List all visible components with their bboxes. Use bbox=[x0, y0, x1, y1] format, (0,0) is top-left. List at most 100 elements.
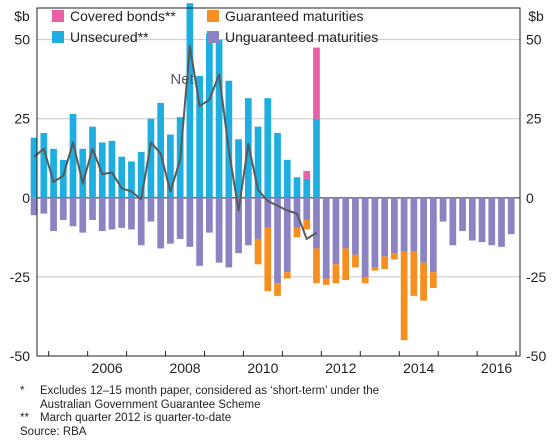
bar bbox=[176, 197, 184, 239]
bar bbox=[400, 197, 408, 252]
bar bbox=[410, 251, 418, 296]
y-unit-right: $b bbox=[528, 8, 544, 24]
plot-frame bbox=[36, 7, 521, 357]
footnote-text: Excludes 12–15 month paper, considered a… bbox=[40, 385, 380, 397]
bar bbox=[79, 197, 87, 233]
x-tick-label: 2016 bbox=[481, 360, 512, 376]
bar bbox=[50, 197, 57, 232]
bar bbox=[283, 159, 291, 198]
bar bbox=[283, 197, 291, 273]
bar bbox=[59, 197, 67, 220]
bar bbox=[254, 126, 262, 198]
legend-swatch bbox=[207, 10, 219, 22]
y-unit-left: $b bbox=[14, 8, 30, 24]
bar bbox=[167, 197, 174, 244]
bar bbox=[332, 264, 340, 284]
bar bbox=[420, 262, 427, 301]
bar bbox=[264, 197, 272, 228]
bar bbox=[98, 197, 106, 232]
x-tick-label: 2008 bbox=[169, 360, 200, 376]
bar bbox=[98, 142, 106, 198]
bar bbox=[157, 197, 165, 249]
bar bbox=[391, 253, 398, 260]
bar bbox=[352, 254, 359, 268]
bar bbox=[225, 80, 233, 198]
y-tick-label-left: 0 bbox=[22, 190, 30, 206]
bar bbox=[322, 197, 330, 279]
y-tick-labels: 50 50 25 25 0 0 -25 -25 -50 -50 bbox=[10, 32, 547, 364]
bar bbox=[128, 161, 135, 198]
bar bbox=[157, 102, 165, 198]
bar bbox=[40, 132, 48, 198]
bar bbox=[420, 197, 427, 263]
bar bbox=[400, 251, 408, 341]
legend-label: Guaranteed maturities bbox=[225, 8, 364, 24]
bar bbox=[371, 197, 379, 268]
bar bbox=[429, 197, 437, 273]
bar bbox=[89, 197, 96, 220]
bar bbox=[235, 197, 242, 254]
bar bbox=[186, 3, 194, 198]
x-tick-label: 2012 bbox=[325, 360, 356, 376]
bar bbox=[478, 197, 486, 243]
y-tick-label-left: 25 bbox=[14, 111, 30, 127]
bar bbox=[196, 197, 203, 266]
bar bbox=[361, 197, 369, 277]
footnote-1-continued: Australian Government Guarantee Scheme bbox=[40, 398, 261, 411]
bar bbox=[69, 113, 77, 198]
footnote-marker: ** bbox=[20, 412, 29, 424]
bar bbox=[147, 118, 155, 198]
bar bbox=[498, 197, 505, 247]
bar bbox=[254, 197, 262, 239]
bar bbox=[196, 76, 203, 198]
bar bbox=[30, 137, 38, 198]
legend: Covered bonds** Unsecured** Guaranteed mat… bbox=[52, 8, 378, 45]
plot-border bbox=[36, 7, 521, 357]
footnote-text: March quarter 2012 is quarter-to-date bbox=[40, 412, 232, 424]
x-tick-label: 2010 bbox=[247, 360, 278, 376]
legend-swatch bbox=[52, 10, 64, 22]
bar bbox=[244, 197, 252, 246]
bar bbox=[167, 134, 174, 198]
y-tick-label-right: 25 bbox=[526, 111, 542, 127]
y-tick-label-right: 50 bbox=[526, 32, 542, 48]
bar bbox=[439, 197, 447, 222]
bar bbox=[89, 126, 96, 198]
bar bbox=[361, 276, 369, 284]
source-note: Source: RBA bbox=[20, 425, 87, 438]
footnote-2: ** March quarter 2012 is quarter-to-date bbox=[20, 412, 379, 426]
annotations: Net bbox=[170, 71, 194, 88]
bar bbox=[429, 272, 437, 288]
y-tick-label-left: -25 bbox=[10, 269, 30, 285]
bar bbox=[283, 272, 291, 279]
y-tick-label-left: 50 bbox=[14, 32, 30, 48]
footnote-marker: * bbox=[20, 385, 25, 397]
x-tick-label: 2014 bbox=[403, 360, 434, 376]
bar bbox=[79, 148, 87, 198]
bar bbox=[40, 197, 48, 214]
legend-label: Unsecured** bbox=[70, 29, 149, 45]
bar bbox=[459, 197, 466, 232]
bar bbox=[205, 197, 213, 233]
bar bbox=[293, 177, 301, 198]
bar bbox=[274, 283, 281, 296]
bar bbox=[274, 197, 281, 284]
bar bbox=[205, 33, 213, 198]
bar bbox=[264, 98, 272, 198]
bar bbox=[264, 227, 272, 292]
bar bbox=[235, 139, 242, 198]
bar bbox=[332, 197, 340, 265]
bar bbox=[69, 197, 77, 227]
bar bbox=[147, 197, 155, 222]
bar bbox=[30, 197, 38, 216]
legend-swatch bbox=[207, 31, 219, 43]
bar bbox=[468, 197, 476, 241]
bar bbox=[59, 159, 67, 198]
bar bbox=[342, 248, 350, 281]
bar bbox=[313, 118, 320, 198]
bar bbox=[186, 197, 194, 247]
bar bbox=[371, 267, 379, 271]
bar bbox=[303, 219, 311, 230]
bar bbox=[488, 197, 496, 246]
